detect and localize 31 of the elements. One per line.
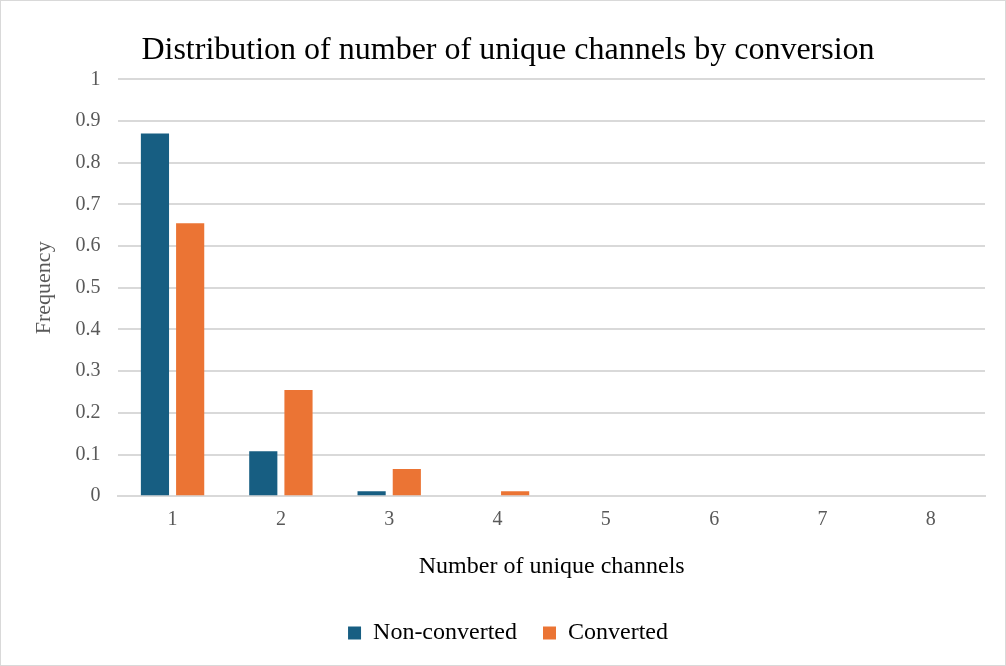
x-tick-label: 5 <box>600 507 611 530</box>
y-tick-label: 0.1 <box>75 441 101 464</box>
x-tick-label: 7 <box>817 507 828 530</box>
x-tick-label: 4 <box>492 507 503 530</box>
chart-title: Distribution of number of unique channels by conversion <box>141 29 875 66</box>
bar <box>357 491 386 496</box>
y-tick-label: 0.5 <box>75 275 101 298</box>
legend-label: Converted <box>567 618 668 645</box>
y-tick-label: 0.4 <box>75 316 101 339</box>
bar <box>176 223 205 496</box>
x-tick-label: 8 <box>925 507 936 530</box>
bar <box>249 451 278 496</box>
y-axis-title: Frequency <box>29 241 55 335</box>
y-tick-label: 1 <box>90 66 101 89</box>
y-tick-label: 0 <box>90 483 101 506</box>
bar <box>501 491 530 496</box>
x-tick-label: 2 <box>275 507 286 530</box>
y-tick-label: 0.8 <box>75 150 101 173</box>
legend-label: Non-converted <box>373 618 517 645</box>
bar <box>140 133 170 496</box>
bar <box>392 469 421 496</box>
y-tick-label: 0.9 <box>75 108 101 131</box>
x-axis-title: Number of unique channels <box>418 551 685 578</box>
y-tick-label: 0.7 <box>75 191 101 214</box>
x-tick-label: 3 <box>384 507 395 530</box>
x-tick-label: 6 <box>709 507 720 530</box>
y-tick-label: 0.3 <box>75 358 101 381</box>
y-tick-label: 0.6 <box>75 233 101 256</box>
y-tick-label: 0.2 <box>75 400 101 423</box>
bar <box>284 389 313 496</box>
x-tick-label: 1 <box>167 507 178 530</box>
